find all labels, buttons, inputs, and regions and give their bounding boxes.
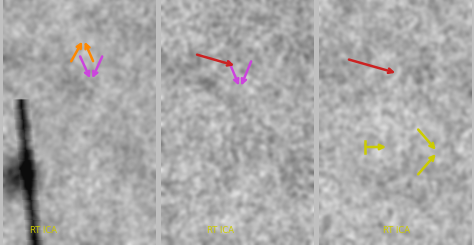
Text: RT ICA: RT ICA	[207, 226, 234, 235]
Text: RT ICA: RT ICA	[383, 226, 410, 235]
Text: RT ICA: RT ICA	[30, 226, 57, 235]
